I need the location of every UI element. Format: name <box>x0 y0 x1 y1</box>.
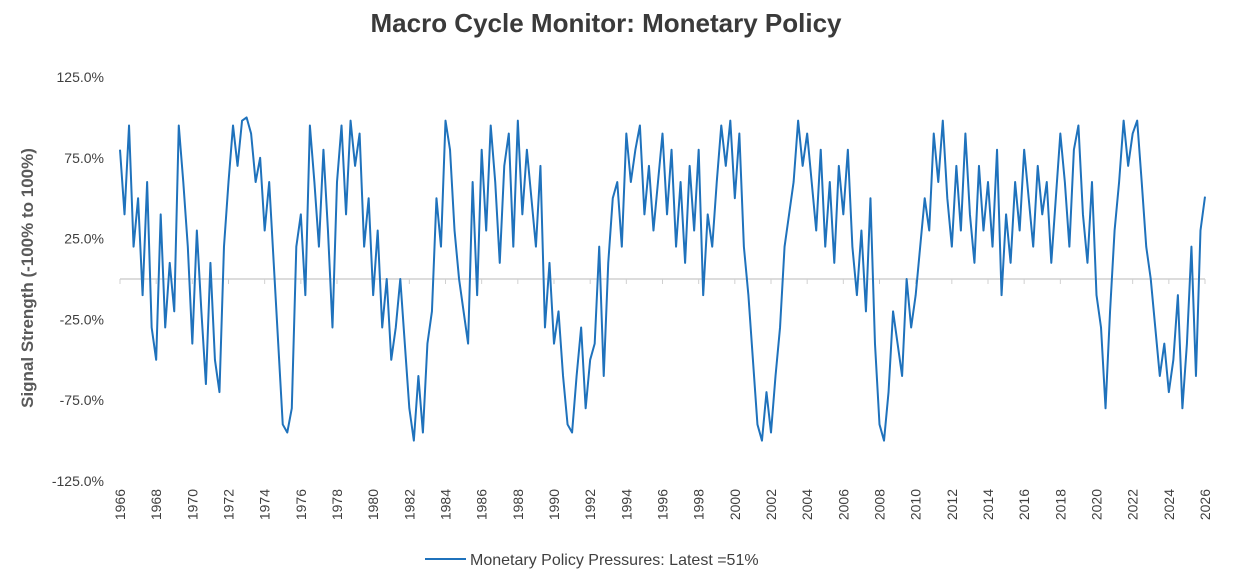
y-tick-label: -75.0% <box>60 392 104 408</box>
chart-title: Macro Cycle Monitor: Monetary Policy <box>371 8 843 38</box>
x-tick-label: 2022 <box>1125 489 1141 520</box>
x-tick-label: 1966 <box>112 489 128 520</box>
x-tick-label: 1996 <box>655 489 671 520</box>
x-tick-label: 2008 <box>872 489 888 520</box>
x-tick-label: 2010 <box>908 489 924 520</box>
x-tick-label: 1992 <box>582 489 598 520</box>
y-tick-label: -125.0% <box>52 473 104 489</box>
series-line <box>119 116 1206 442</box>
y-tick-label: -25.0% <box>60 311 104 327</box>
x-tick-label: 1988 <box>510 489 526 520</box>
x-tick-label: 1990 <box>546 489 562 520</box>
y-tick-label: 25.0% <box>64 231 104 247</box>
x-tick-label: 2000 <box>727 489 743 520</box>
x-tick-label: 2014 <box>980 489 996 520</box>
x-tick-label: 1972 <box>221 489 237 520</box>
x-tick-label: 2012 <box>944 489 960 520</box>
y-axis-label: Signal Strength (-100% to 100%) <box>18 148 37 408</box>
x-tick-label: 1984 <box>438 489 454 520</box>
y-tick-label: 125.0% <box>57 69 104 85</box>
y-tick-label: 75.0% <box>64 150 104 166</box>
x-tick-label: 2016 <box>1016 489 1032 520</box>
x-tick-label: 2006 <box>835 489 851 520</box>
x-tick-label: 2020 <box>1089 489 1105 520</box>
x-tick-label: 2024 <box>1161 489 1177 520</box>
x-tick-label: 1978 <box>329 489 345 520</box>
x-tick-label: 2002 <box>763 489 779 520</box>
x-tick-label: 2004 <box>799 489 815 520</box>
x-tick-label: 1974 <box>257 489 273 520</box>
x-tick-label: 1982 <box>401 489 417 520</box>
x-tick-label: 1980 <box>365 489 381 520</box>
x-tick-label: 1968 <box>148 489 164 520</box>
x-tick-label: 1998 <box>691 489 707 520</box>
legend-label: Monetary Policy Pressures: Latest =51% <box>470 552 759 569</box>
x-tick-label: 1994 <box>618 489 634 520</box>
x-tick-label: 1970 <box>184 489 200 520</box>
x-tick-label: 1976 <box>293 489 309 520</box>
x-tick-label: 1986 <box>474 489 490 520</box>
x-tick-label: 2018 <box>1052 489 1068 520</box>
x-tick-label: 2026 <box>1197 489 1213 520</box>
